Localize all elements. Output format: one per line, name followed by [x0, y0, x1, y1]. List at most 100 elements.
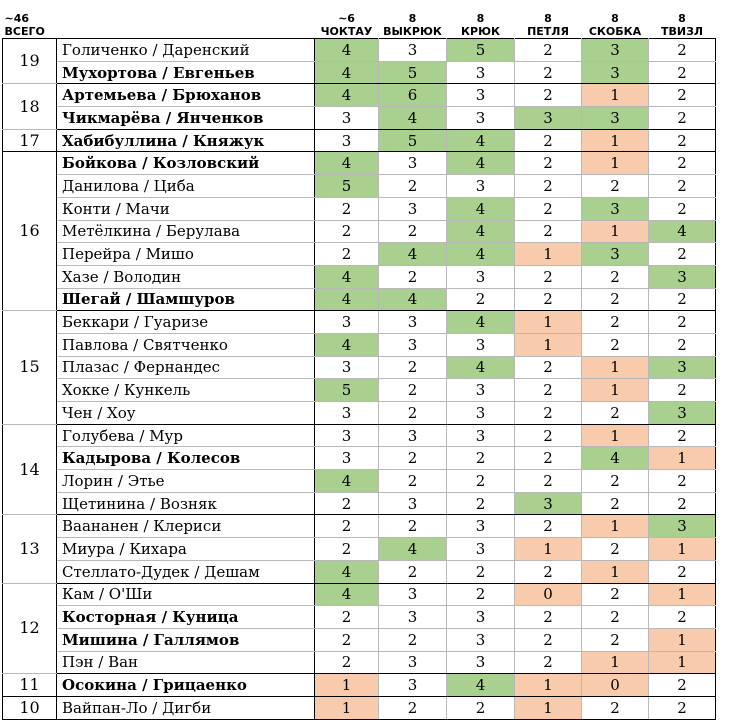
element-score-cell: 5 — [314, 378, 379, 402]
header-element-label: ПЕТЛЯ — [527, 25, 569, 38]
pair-row: Данилова / Циба 5 2 3 2 2 2 — [3, 174, 716, 198]
element-score-cell: 4 — [378, 242, 447, 266]
element-score-cell: 4 — [446, 196, 515, 221]
element-score-cell: 1 — [581, 378, 649, 402]
element-score-cell: 2 — [581, 695, 649, 720]
element-score-cell: 5 — [314, 174, 379, 198]
element-score-cell: 2 — [378, 174, 447, 198]
element-score-cell: 2 — [581, 174, 649, 198]
element-score-cell: 2 — [648, 151, 716, 176]
element-score-cell: 2 — [514, 650, 582, 675]
element-score-cell: 2 — [514, 196, 582, 221]
element-score-cell: 1 — [514, 332, 582, 357]
element-score-cell: 2 — [314, 650, 379, 675]
element-score-cell: 2 — [514, 264, 582, 289]
results-body: 19 Голиченко / Даренский 4 3 5 2 3 2 Мухортова /… — [2, 37, 716, 720]
pair-row: Косторная / Куница 2 3 3 2 2 2 — [3, 605, 716, 629]
element-score-cell: 3 — [378, 196, 447, 221]
element-score-cell: 3 — [378, 423, 447, 448]
group-total-score: 10 — [2, 695, 57, 720]
element-score-cell: 4 — [314, 60, 379, 85]
group-total-score: 17 — [2, 128, 57, 153]
pair-row: Хокке / Кункель 5 2 3 2 1 2 — [3, 378, 716, 402]
pair-row: Чикмарёва / Янченков 3 4 3 3 3 2 — [3, 106, 716, 130]
element-score-cell: 2 — [648, 378, 716, 402]
pair-row: Мухортова / Евгеньев 4 5 3 2 3 2 — [3, 60, 716, 85]
header-element-0: ~6 ЧОКТАУ — [315, 4, 379, 39]
element-score-cell: 2 — [581, 332, 649, 357]
element-score-cell: 3 — [514, 491, 582, 516]
pair-row: Мишина / Галлямов 2 2 3 2 2 1 — [3, 627, 716, 652]
element-score-cell: 3 — [446, 423, 515, 448]
element-score-cell: 2 — [581, 491, 649, 516]
element-score-cell: 4 — [314, 38, 379, 62]
element-score-cell: 1 — [581, 219, 649, 244]
pair-row: 19 Голиченко / Даренский 4 3 5 2 3 2 — [2, 37, 716, 85]
pair-row: 14 Голубева / Мур 3 3 3 2 1 2 — [2, 423, 716, 516]
element-score-cell: 2 — [514, 287, 582, 312]
element-score-cell: 2 — [314, 219, 379, 244]
pair-name: Бойкова / Козловский — [56, 151, 315, 176]
element-score-cell: 2 — [314, 605, 379, 629]
element-score-cell: 5 — [446, 38, 515, 62]
element-score-cell: 5 — [378, 128, 447, 153]
pair-name: Голубева / Мур — [56, 423, 315, 448]
header-element-label: СКОБКА — [588, 25, 642, 38]
pair-name: Пэн / Ван — [56, 650, 315, 675]
pair-name: Конти / Мачи — [56, 196, 315, 221]
element-score-cell: 3 — [446, 605, 515, 629]
header-element-max: 8 — [476, 12, 485, 25]
pair-row: Метёлкина / Берулава 2 2 4 2 1 4 — [3, 219, 716, 244]
pair-name: Голиченко / Даренский — [56, 38, 315, 62]
header-element-2: 8 КРЮК — [447, 4, 515, 39]
element-score-cell: 3 — [446, 60, 515, 85]
element-score-cell: 2 — [581, 264, 649, 289]
pair-row: 11 Осокина / Грицаенко 1 3 4 1 0 2 — [2, 673, 716, 697]
element-score-cell: 2 — [648, 310, 716, 334]
results-table-container: ~46 ВСЕГО ~6 ЧОКТАУ 8 ВЫКРЮК 8 КРЮК 8 ПЕТЛЯ … — [2, 4, 716, 720]
element-score-cell: 4 — [648, 219, 716, 244]
pair-name: Вайпан-Ло / Дигби — [56, 695, 315, 720]
header-element-max: 8 — [408, 12, 417, 25]
element-score-cell: 4 — [446, 673, 515, 697]
header-element-label: ЧОКТАУ — [320, 25, 373, 38]
element-score-cell: 2 — [314, 242, 379, 266]
pair-row: Щетинина / Возняк 2 3 2 3 2 2 — [3, 491, 716, 516]
element-score-cell: 2 — [648, 60, 716, 85]
element-score-cell: 3 — [314, 401, 379, 425]
element-score-cell: 2 — [648, 242, 716, 266]
element-score-cell: 3 — [514, 106, 582, 130]
pair-name: Данилова / Циба — [56, 174, 315, 198]
pair-name: Кам / О'Ши — [56, 582, 315, 607]
group-total-score: 18 — [2, 83, 57, 130]
element-score-cell: 1 — [648, 582, 716, 607]
element-score-cell: 2 — [514, 378, 582, 402]
element-score-cell: 4 — [446, 310, 515, 334]
element-score-cell: 1 — [314, 673, 379, 697]
element-score-cell: 2 — [446, 491, 515, 516]
element-score-cell: 2 — [648, 491, 716, 516]
element-score-cell: 2 — [514, 605, 582, 629]
element-score-cell: 1 — [514, 537, 582, 561]
element-score-cell: 2 — [648, 287, 716, 312]
element-score-cell: 2 — [514, 219, 582, 244]
header-pair — [57, 4, 315, 39]
pair-name: Хазе / Володин — [56, 264, 315, 289]
element-score-cell: 4 — [314, 264, 379, 289]
element-score-cell: 2 — [581, 582, 649, 607]
element-score-cell: 2 — [378, 559, 447, 584]
pair-row: Пэн / Ван 2 3 3 2 1 1 — [3, 650, 716, 675]
element-score-cell: 3 — [378, 650, 447, 675]
header-element-label: ВЫКРЮК — [383, 25, 442, 38]
element-score-cell: 2 — [378, 264, 447, 289]
pair-name: Мухортова / Евгеньев — [56, 60, 315, 85]
element-score-cell: 5 — [378, 60, 447, 85]
element-score-cell: 1 — [514, 673, 582, 697]
element-score-cell: 1 — [581, 514, 649, 539]
pair-name: Щетинина / Возняк — [56, 491, 315, 516]
pair-name: Перейра / Мишо — [56, 242, 315, 266]
element-score-cell: 2 — [514, 38, 582, 62]
element-score-cell: 2 — [446, 469, 515, 493]
element-score-cell: 1 — [514, 695, 582, 720]
element-score-cell: 4 — [314, 287, 379, 312]
